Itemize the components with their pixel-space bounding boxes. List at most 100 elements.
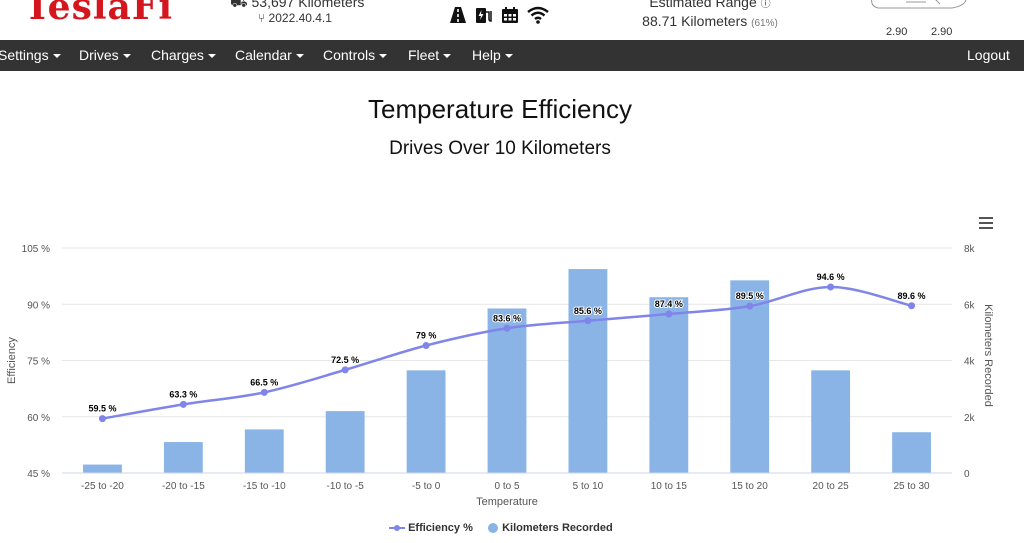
bar-kilometers[interactable]: [811, 370, 851, 473]
nav-label: Help: [472, 47, 501, 63]
bar-kilometers[interactable]: [244, 429, 284, 473]
x-tick-label: -10 to -5: [327, 481, 365, 492]
x-tick-label: -20 to -15: [162, 481, 205, 492]
bar-kilometers[interactable]: [83, 464, 122, 473]
efficiency-point[interactable]: [908, 302, 916, 310]
car-top-view-icon: [871, 0, 967, 9]
efficiency-point[interactable]: [179, 400, 187, 408]
y-right-tick-label: 6k: [964, 300, 976, 311]
efficiency-point[interactable]: [665, 310, 673, 318]
bar-kilometers[interactable]: [892, 432, 931, 473]
x-tick-label: -25 to -20: [81, 481, 124, 492]
nav-label: Fleet: [408, 47, 440, 63]
legend-label: Kilometers Recorded: [502, 522, 613, 534]
y-right-tick-label: 0: [964, 469, 970, 480]
logout-link[interactable]: Logout: [967, 47, 1010, 63]
nav-drives[interactable]: Drives: [79, 40, 131, 71]
legend-bar-symbol: [488, 523, 498, 534]
bar-kilometers[interactable]: [568, 269, 608, 473]
bar-kilometers[interactable]: [325, 411, 365, 473]
legend-line-symbol: [389, 525, 405, 532]
efficiency-point[interactable]: [827, 283, 835, 291]
y-left-tick-label: 75 %: [27, 357, 50, 368]
y-left-tick-label: 45 %: [27, 469, 50, 480]
x-tick-label: 15 to 20: [732, 481, 769, 492]
top-status-bar: TeslaFi ⛟ 53,697 Kilometers ⑂ 2022.40.4.…: [0, 0, 1024, 40]
chart-menu-icon[interactable]: [979, 217, 993, 229]
range-label: Estimated Range: [649, 0, 757, 10]
info-icon: ⓘ: [760, 0, 771, 10]
caret-down-icon: [379, 54, 388, 59]
efficiency-data-label: 85.6 %: [574, 306, 602, 316]
road-icon: [450, 7, 466, 23]
chart-subtitle: Drives Over 10 Kilometers: [389, 138, 611, 159]
efficiency-point[interactable]: [341, 366, 349, 374]
range-value: 88.71 Kilometers: [642, 13, 748, 29]
efficiency-data-label: 94.6 %: [817, 272, 845, 282]
efficiency-point[interactable]: [584, 317, 592, 325]
estimated-range: Estimated Range ⓘ 88.71 Kilometers (61%): [620, 0, 800, 32]
y-right-tick-label: 2k: [964, 413, 976, 424]
legend-item-efficiency[interactable]: Efficiency %: [389, 522, 473, 534]
range-percent: (61%): [751, 18, 778, 29]
x-tick-label: 0 to 5: [494, 481, 519, 492]
y-left-tick-label: 60 %: [27, 413, 50, 424]
branch-icon: ⑂: [258, 11, 266, 25]
efficiency-data-label: 87.4 %: [655, 299, 683, 309]
x-tick-label: -5 to 0: [412, 481, 441, 492]
caret-down-icon: [122, 54, 131, 59]
calendar-icon: [502, 7, 518, 23]
nav-settings[interactable]: Settings: [0, 40, 61, 71]
car-info: ⛟ 53,697 Kilometers ⑂ 2022.40.4.1: [230, 0, 364, 26]
efficiency-point[interactable]: [422, 342, 430, 349]
y-right-tick-label: 8k: [964, 244, 976, 255]
bar-kilometers[interactable]: [487, 308, 527, 473]
teslafi-logo[interactable]: TeslaFi: [24, 0, 174, 28]
caret-down-icon: [295, 54, 304, 59]
efficiency-data-label: 72.5 %: [331, 355, 359, 365]
bar-kilometers[interactable]: [406, 370, 446, 473]
main-navbar: Settings Drives Charges Calendar Control…: [0, 40, 1024, 71]
efficiency-data-label: 83.6 %: [493, 313, 521, 323]
x-tick-label: -15 to -10: [243, 481, 286, 492]
bar-kilometers[interactable]: [649, 297, 689, 473]
efficiency-point[interactable]: [503, 324, 511, 332]
efficiency-point[interactable]: [260, 388, 268, 396]
efficiency-point[interactable]: [746, 302, 754, 310]
nav-help[interactable]: Help: [472, 40, 513, 71]
x-tick-label: 20 to 25: [813, 481, 850, 492]
y-right-axis-title: Kilometers Recorded: [982, 304, 994, 407]
legend-item-kilometers[interactable]: Kilometers Recorded: [487, 522, 613, 534]
charging-station-icon: [476, 8, 492, 23]
software-version: 2022.40.4.1: [268, 11, 332, 25]
y-left-tick-label: 90 %: [27, 300, 50, 311]
nav-label: Drives: [79, 47, 119, 63]
y-right-tick-label: 4k: [964, 357, 976, 368]
tire-pressure-right: 2.90: [931, 26, 953, 38]
chart-title: Temperature Efficiency: [368, 94, 632, 124]
y-left-tick-label: 105 %: [22, 244, 50, 255]
nav-calendar[interactable]: Calendar: [235, 40, 304, 71]
y-left-axis-title: Efficiency: [6, 337, 18, 384]
efficiency-point[interactable]: [98, 415, 106, 423]
bar-kilometers[interactable]: [163, 442, 203, 473]
nav-label: Charges: [151, 47, 204, 63]
efficiency-data-label: 66.5 %: [250, 377, 278, 387]
bar-kilometers[interactable]: [730, 280, 770, 473]
nav-charges[interactable]: Charges: [151, 40, 216, 71]
car-icon: ⛟: [230, 0, 248, 10]
odometer: 53,697 Kilometers: [251, 0, 365, 10]
x-tick-label: 5 to 10: [573, 481, 604, 492]
status-icons: [449, 6, 549, 24]
caret-down-icon: [504, 54, 513, 59]
nav-label: Controls: [323, 47, 376, 63]
x-tick-label: 25 to 30: [893, 481, 930, 492]
caret-down-icon: [443, 54, 452, 59]
legend-label: Efficiency %: [408, 522, 473, 534]
nav-controls[interactable]: Controls: [323, 40, 388, 71]
nav-fleet[interactable]: Fleet: [408, 40, 452, 71]
efficiency-data-label: 89.6 %: [898, 291, 926, 301]
nav-label: Calendar: [235, 47, 292, 63]
efficiency-data-label: 89.5 %: [736, 291, 764, 301]
